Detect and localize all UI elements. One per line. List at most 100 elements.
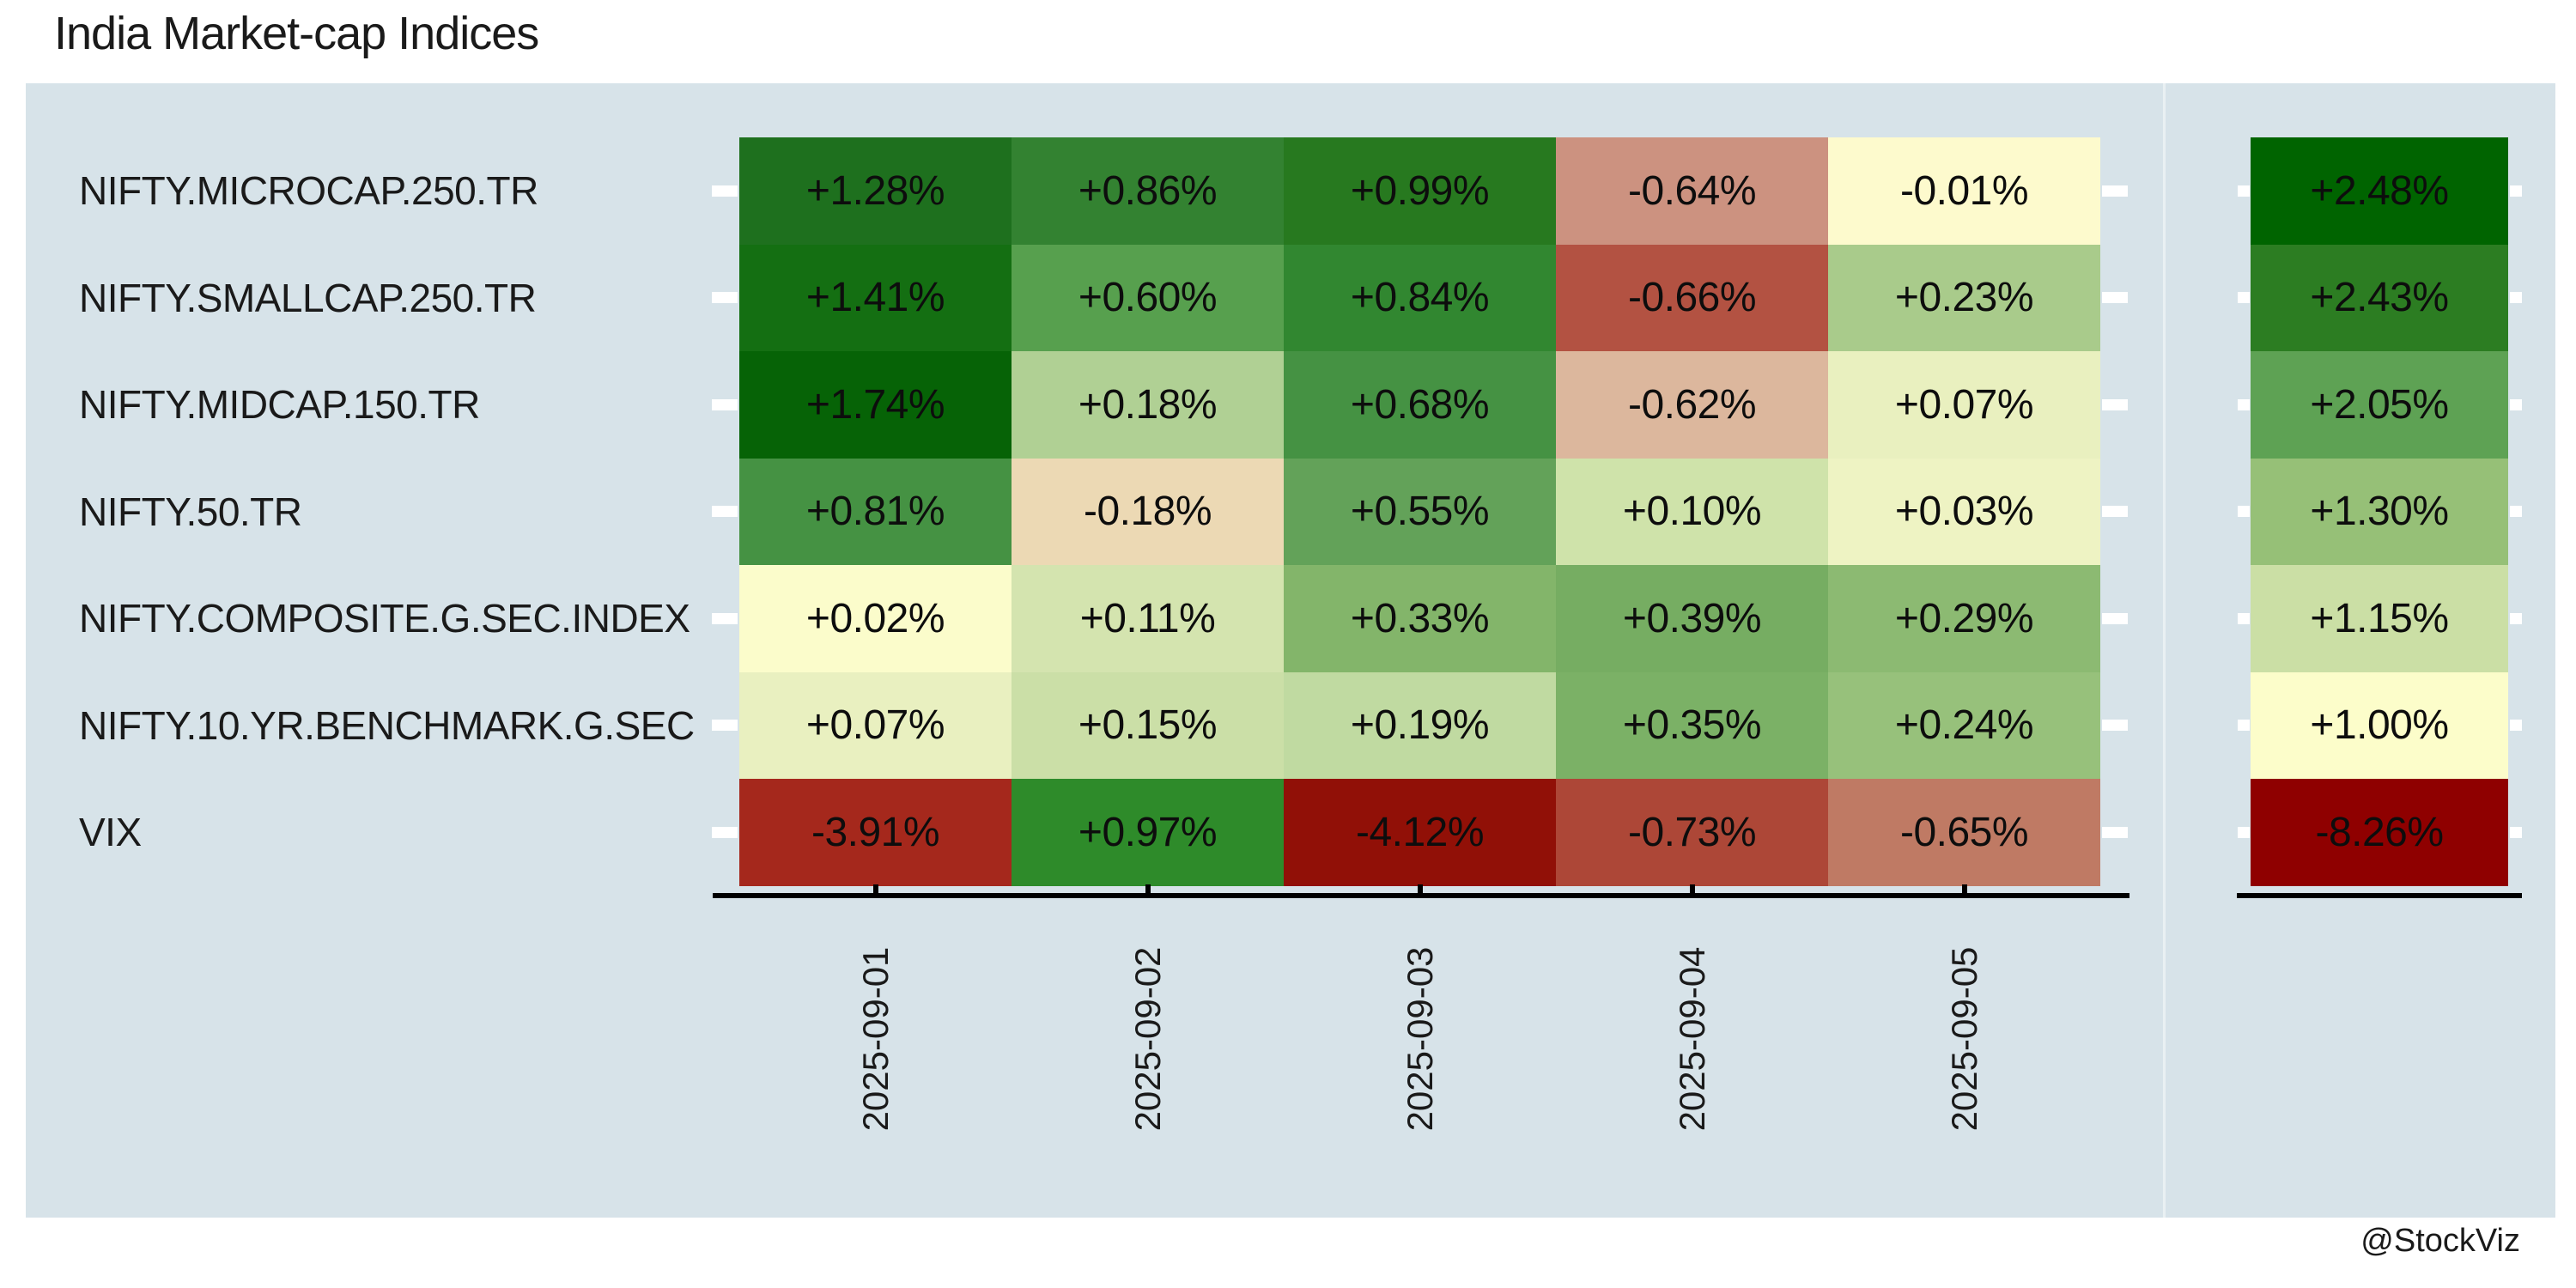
summary-value: +2.48%: [2310, 167, 2449, 214]
summary-tick-left: [2238, 292, 2250, 304]
row-tick-right: [2102, 506, 2128, 518]
cell-value: +0.29%: [1894, 595, 2034, 641]
cell-value: +0.60%: [1078, 275, 1218, 321]
cell-value: +0.10%: [1622, 489, 1762, 535]
cell-value: -3.91%: [811, 809, 940, 855]
heatmap-panel: NIFTY.MICROCAP.250.TR +1.28% +0.86% +0.99% -…: [26, 83, 2555, 1218]
cell-value: +0.11%: [1079, 595, 1216, 641]
cell-value: -0.73%: [1627, 809, 1757, 855]
cell-value: +0.24%: [1894, 702, 2034, 749]
cell-value: -0.65%: [1899, 809, 2029, 855]
row-tick-left: [712, 292, 738, 304]
summary-tick-right: [2510, 720, 2522, 732]
heatmap-cell: -0.18%: [1012, 458, 1284, 565]
heatmap-cell: +0.24%: [1828, 671, 2100, 779]
heatmap-cell: +0.99%: [1284, 137, 1556, 245]
summary-tick-left: [2238, 826, 2250, 838]
cell-value: +1.41%: [805, 275, 945, 321]
date-label: 2025-09-03: [1399, 946, 1440, 1132]
heatmap-cell: +1.28%: [739, 137, 1012, 245]
summary-tick-left: [2238, 398, 2250, 410]
cell-value: +0.19%: [1350, 702, 1490, 749]
summary-cell: +2.43%: [2251, 244, 2508, 351]
heatmap-cell: +0.60%: [1012, 244, 1284, 351]
heatmap-cell: -3.91%: [739, 779, 1012, 886]
heatmap-cell: -0.01%: [1828, 137, 2100, 245]
x-axis-tick: [1961, 884, 1967, 898]
x-axis-spine-summary: [2237, 893, 2522, 898]
cell-value: +0.84%: [1350, 275, 1490, 321]
x-axis-tick: [872, 884, 878, 898]
heatmap-cell: +0.10%: [1556, 458, 1828, 565]
heatmap-cell: -0.62%: [1556, 351, 1828, 459]
heatmap-cell: -0.66%: [1556, 244, 1828, 351]
date-label: 2025-09-02: [1127, 946, 1168, 1132]
heatmap-cell: +1.74%: [739, 351, 1012, 459]
summary-value: +1.00%: [2310, 702, 2449, 749]
x-axis-tick: [1417, 884, 1423, 898]
heatmap-cell: +0.68%: [1284, 351, 1556, 459]
summary-tick-left: [2238, 720, 2250, 732]
row-label: NIFTY.50.TR: [79, 489, 302, 534]
heatmap-cell: +0.11%: [1012, 565, 1284, 672]
summary-cell: +1.15%: [2251, 565, 2508, 672]
cell-value: -0.62%: [1627, 381, 1757, 428]
heatmap-cell: +0.15%: [1012, 671, 1284, 779]
row-tick-right: [2102, 720, 2128, 732]
heatmap-cell: +0.35%: [1556, 671, 1828, 779]
cell-value: +0.02%: [805, 595, 945, 641]
summary-cell: +2.05%: [2251, 351, 2508, 459]
heatmap-cell: +0.19%: [1284, 671, 1556, 779]
row-tick-right: [2102, 292, 2128, 304]
cell-value: +0.97%: [1078, 809, 1218, 855]
watermark: @StockViz: [2360, 1223, 2520, 1259]
row-tick-left: [712, 612, 738, 624]
cell-value: +1.74%: [805, 381, 945, 428]
cell-value: +0.33%: [1350, 595, 1490, 641]
row-label: VIX: [79, 810, 142, 855]
heatmap-cell: +1.41%: [739, 244, 1012, 351]
row-label: NIFTY.COMPOSITE.G.SEC.INDEX: [79, 596, 690, 641]
summary-value: -8.26%: [2315, 809, 2444, 855]
heatmap-cell: +0.07%: [1828, 351, 2100, 459]
heatmap-cell: +0.07%: [739, 671, 1012, 779]
heatmap-cell: +0.18%: [1012, 351, 1284, 459]
row-tick-left: [712, 826, 738, 838]
row-label: NIFTY.10.YR.BENCHMARK.G.SEC: [79, 702, 695, 748]
cell-value: +0.39%: [1622, 595, 1762, 641]
summary-tick-left: [2238, 506, 2250, 518]
heatmap-cell: -0.64%: [1556, 137, 1828, 245]
summary-value: +2.43%: [2310, 275, 2449, 321]
date-label: 2025-09-05: [1943, 946, 1984, 1132]
row-label: NIFTY.MICROCAP.250.TR: [79, 168, 538, 214]
summary-cell: -8.26%: [2251, 779, 2508, 886]
cell-value: -0.01%: [1899, 167, 2029, 214]
row-tick-right: [2102, 612, 2128, 624]
cell-value: -0.66%: [1627, 275, 1757, 321]
row-tick-left: [712, 720, 738, 732]
cell-value: +0.86%: [1078, 167, 1218, 214]
heatmap-cell: +0.03%: [1828, 458, 2100, 565]
cell-value: +0.99%: [1350, 167, 1490, 214]
heatmap-cell: +0.84%: [1284, 244, 1556, 351]
cell-value: +0.55%: [1350, 489, 1490, 535]
summary-tick-left: [2238, 612, 2250, 624]
row-label: NIFTY.MIDCAP.150.TR: [79, 382, 480, 428]
row-label: NIFTY.SMALLCAP.250.TR: [79, 275, 537, 320]
summary-value: +2.05%: [2310, 381, 2449, 428]
heatmap-cell: -0.73%: [1556, 779, 1828, 886]
row-tick-right: [2102, 826, 2128, 838]
panel-divider: [2163, 83, 2166, 1218]
heatmap-cell: +0.23%: [1828, 244, 2100, 351]
cell-value: +1.28%: [805, 167, 945, 214]
row-tick-left: [712, 398, 738, 410]
summary-tick-left: [2238, 185, 2250, 197]
cell-value: +0.68%: [1350, 381, 1490, 428]
heatmap-cell: +0.86%: [1012, 137, 1284, 245]
summary-value: +1.30%: [2310, 489, 2449, 535]
summary-cell: +1.30%: [2251, 458, 2508, 565]
row-tick-right: [2102, 398, 2128, 410]
summary-tick-right: [2510, 292, 2522, 304]
summary-tick-right: [2510, 185, 2522, 197]
cell-value: +0.81%: [805, 489, 945, 535]
